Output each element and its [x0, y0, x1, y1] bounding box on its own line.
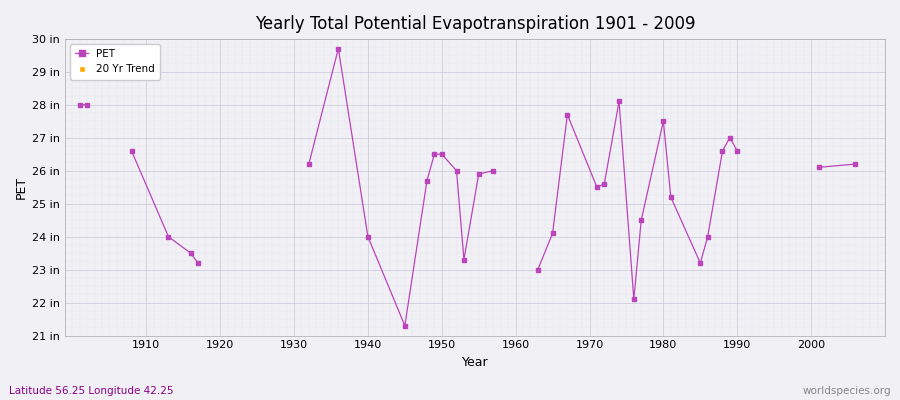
- Text: Latitude 56.25 Longitude 42.25: Latitude 56.25 Longitude 42.25: [9, 386, 174, 396]
- Y-axis label: PET: PET: [15, 176, 28, 199]
- Legend: PET, 20 Yr Trend: PET, 20 Yr Trend: [70, 44, 160, 80]
- Title: Yearly Total Potential Evapotranspiration 1901 - 2009: Yearly Total Potential Evapotranspiratio…: [255, 15, 696, 33]
- X-axis label: Year: Year: [462, 356, 489, 369]
- Text: worldspecies.org: worldspecies.org: [803, 386, 891, 396]
